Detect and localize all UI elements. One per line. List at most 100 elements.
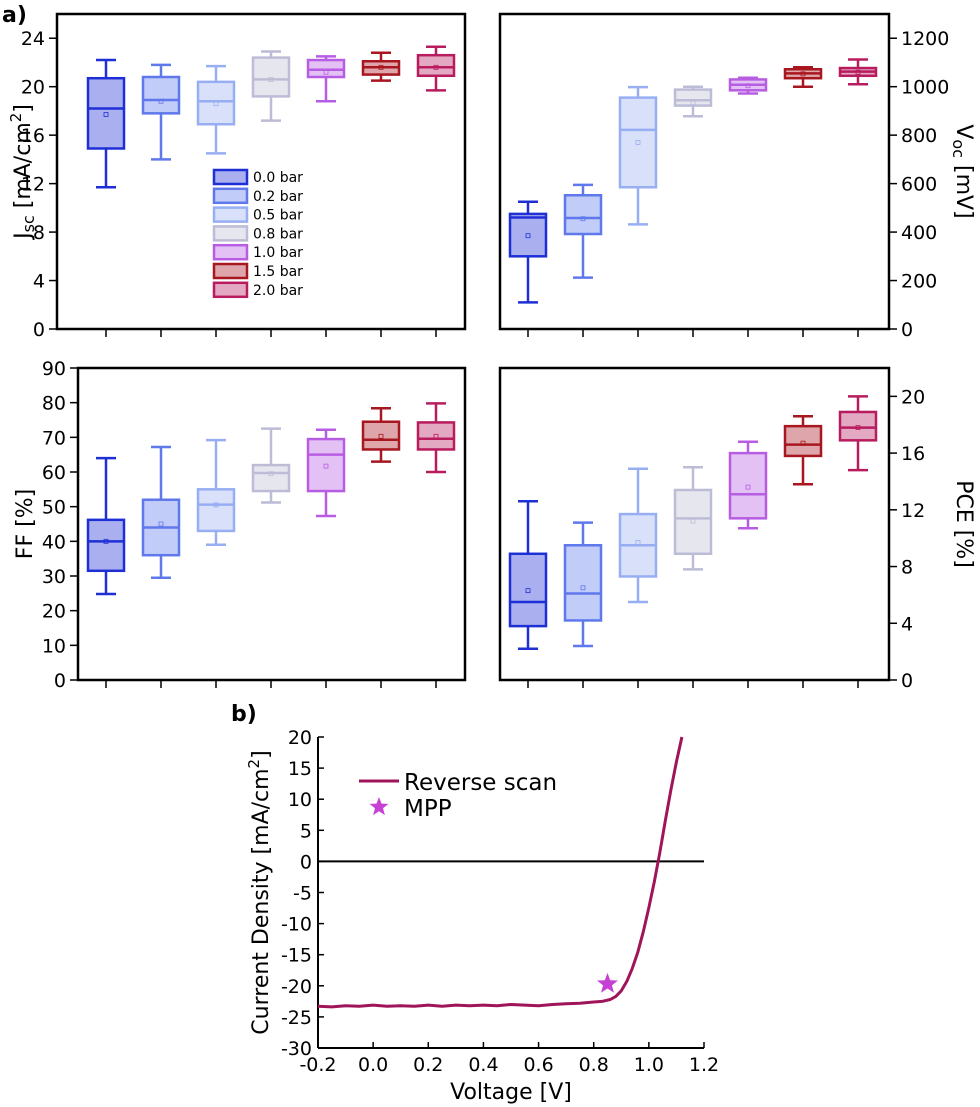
panel-b-label: b) xyxy=(231,702,257,727)
jsc-box xyxy=(86,58,126,189)
box-iqr xyxy=(563,544,603,622)
box-mean-marker xyxy=(800,440,806,446)
iv-xtick-label: 1.2 xyxy=(689,1054,719,1076)
box-mean-marker xyxy=(580,216,586,222)
legend-label: 1.0 bar xyxy=(253,245,303,261)
box-mean-marker xyxy=(690,518,696,524)
jsc-ytick-label: 4 xyxy=(33,271,45,293)
ff-ytick-label: 70 xyxy=(42,427,66,449)
iv-ytick-label: 0 xyxy=(300,851,312,873)
pce-ytick-label: 4 xyxy=(901,613,913,635)
legend-swatch xyxy=(212,187,249,205)
ylabel-main: V xyxy=(951,124,976,139)
iv-legend-label-reverse: Reverse scan xyxy=(404,770,557,796)
pce-ytick-label: 20 xyxy=(901,386,925,408)
pce-ytick-label: 16 xyxy=(901,443,925,465)
box-mean-marker xyxy=(213,502,219,508)
legend-label: 0.0 bar xyxy=(253,170,303,186)
ff-ytick-label: 0 xyxy=(54,670,66,692)
box-mean-marker xyxy=(745,484,751,490)
pce-box xyxy=(728,440,768,530)
legend-label: 2.0 bar xyxy=(253,283,303,299)
box-mean-marker xyxy=(378,64,384,70)
ff-box-plot: 0 10 20 30 40 50 60 70 80 90 FF [%] xyxy=(13,358,467,692)
box-iqr xyxy=(783,424,823,458)
legend-label: 0.8 bar xyxy=(253,226,303,242)
mpp-star-marker xyxy=(597,972,618,993)
voc-ytick-label: 800 xyxy=(901,125,937,147)
iv-ylabel-end: ] xyxy=(249,750,274,759)
box-mean-marker xyxy=(855,69,861,75)
legend-swatch xyxy=(212,206,249,223)
jsc-box xyxy=(306,55,346,103)
box-iqr xyxy=(673,488,713,556)
pce-box xyxy=(838,395,878,472)
iv-xtick-label: 0.6 xyxy=(523,1054,553,1076)
voc-box xyxy=(728,76,768,95)
ff-ytick-label: 80 xyxy=(42,393,66,415)
jsc-box-plot: 0 4 8 12 16 20 24 Jsc [mA/cm2] xyxy=(7,12,467,341)
pce-ylabel: PCE [%] xyxy=(951,480,976,568)
box-mean-marker xyxy=(635,140,641,145)
pce-box-plot: 0 4 8 12 16 20 PCE [%] xyxy=(498,366,976,692)
pce-box xyxy=(618,467,658,604)
iv-ytick-label: -25 xyxy=(281,1007,312,1029)
voc-ylabel: Voc [mV] xyxy=(949,124,976,218)
box-iqr xyxy=(306,437,346,493)
ff-ytick-label: 90 xyxy=(42,358,66,380)
box-iqr xyxy=(251,463,291,493)
ff-box xyxy=(251,427,291,504)
box-mean-marker xyxy=(268,77,274,82)
jsc-ytick-label: 8 xyxy=(33,222,45,244)
box-mean-marker xyxy=(378,433,384,439)
box-mean-marker xyxy=(525,233,531,239)
box-mean-marker xyxy=(745,83,751,89)
pce-plot-frame xyxy=(498,366,891,682)
box-mean-marker xyxy=(213,101,219,107)
jsc-box xyxy=(251,50,291,122)
box-iqr xyxy=(361,420,401,451)
ff-plot-frame xyxy=(76,366,467,682)
ff-ytick-label: 50 xyxy=(42,497,66,519)
box-iqr xyxy=(618,96,658,189)
ff-ytick-label: 20 xyxy=(42,601,66,623)
jsc-plot-frame xyxy=(55,12,467,331)
legend-swatch xyxy=(212,262,249,280)
voc-ytick-label: 1000 xyxy=(901,77,949,99)
legend-swatch xyxy=(212,168,249,186)
voc-ytick-label: 1200 xyxy=(901,28,949,50)
iv-xtick-label: 0.0 xyxy=(358,1054,388,1076)
legend-label: 0.5 bar xyxy=(253,208,303,224)
iv-xtick-label: 1.0 xyxy=(634,1054,664,1076)
jsc-ylabel: Jsc [mA/cm2] xyxy=(7,104,38,241)
ff-box xyxy=(141,445,181,579)
iv-ylabel-main: Current Density [mA/cm xyxy=(249,768,274,1034)
ylabel-sub: oc xyxy=(949,139,968,158)
iv-ylabel: Current Density [mA/cm2] xyxy=(245,750,274,1034)
voc-box xyxy=(673,85,713,118)
iv-xtick-label: 0.4 xyxy=(468,1054,498,1076)
box-mean-marker xyxy=(268,471,274,477)
pce-box xyxy=(563,521,603,648)
box-mean-marker xyxy=(580,585,586,591)
pce-box xyxy=(673,466,713,571)
jsc-ytick-label: 0 xyxy=(33,319,45,341)
iv-curve-plot: -0.2 0.0 0.2 0.4 0.6 0.8 1.0 1.2 -30 -25 -20 -15 -10… xyxy=(245,727,719,1105)
iv-ytick-label: 20 xyxy=(288,727,312,749)
ylabel-sub: sc xyxy=(19,215,38,232)
box-iqr xyxy=(141,75,181,115)
box-mean-marker xyxy=(635,540,641,545)
ylabel-sup: 2 xyxy=(7,113,25,123)
ylabel-rest: [mA/cm xyxy=(11,122,36,215)
voc-box xyxy=(783,66,823,88)
pce-ytick-label: 0 xyxy=(901,670,913,692)
jsc-ytick-label: 16 xyxy=(21,125,45,147)
voc-ytick-label: 400 xyxy=(901,222,937,244)
iv-ytick-label: -15 xyxy=(281,945,312,967)
box-mean-marker xyxy=(103,112,109,117)
iv-ylabel-sup: 2 xyxy=(245,759,263,769)
legend-swatch xyxy=(212,225,249,242)
jsc-box xyxy=(416,45,456,92)
ff-ytick-label: 60 xyxy=(42,462,66,484)
